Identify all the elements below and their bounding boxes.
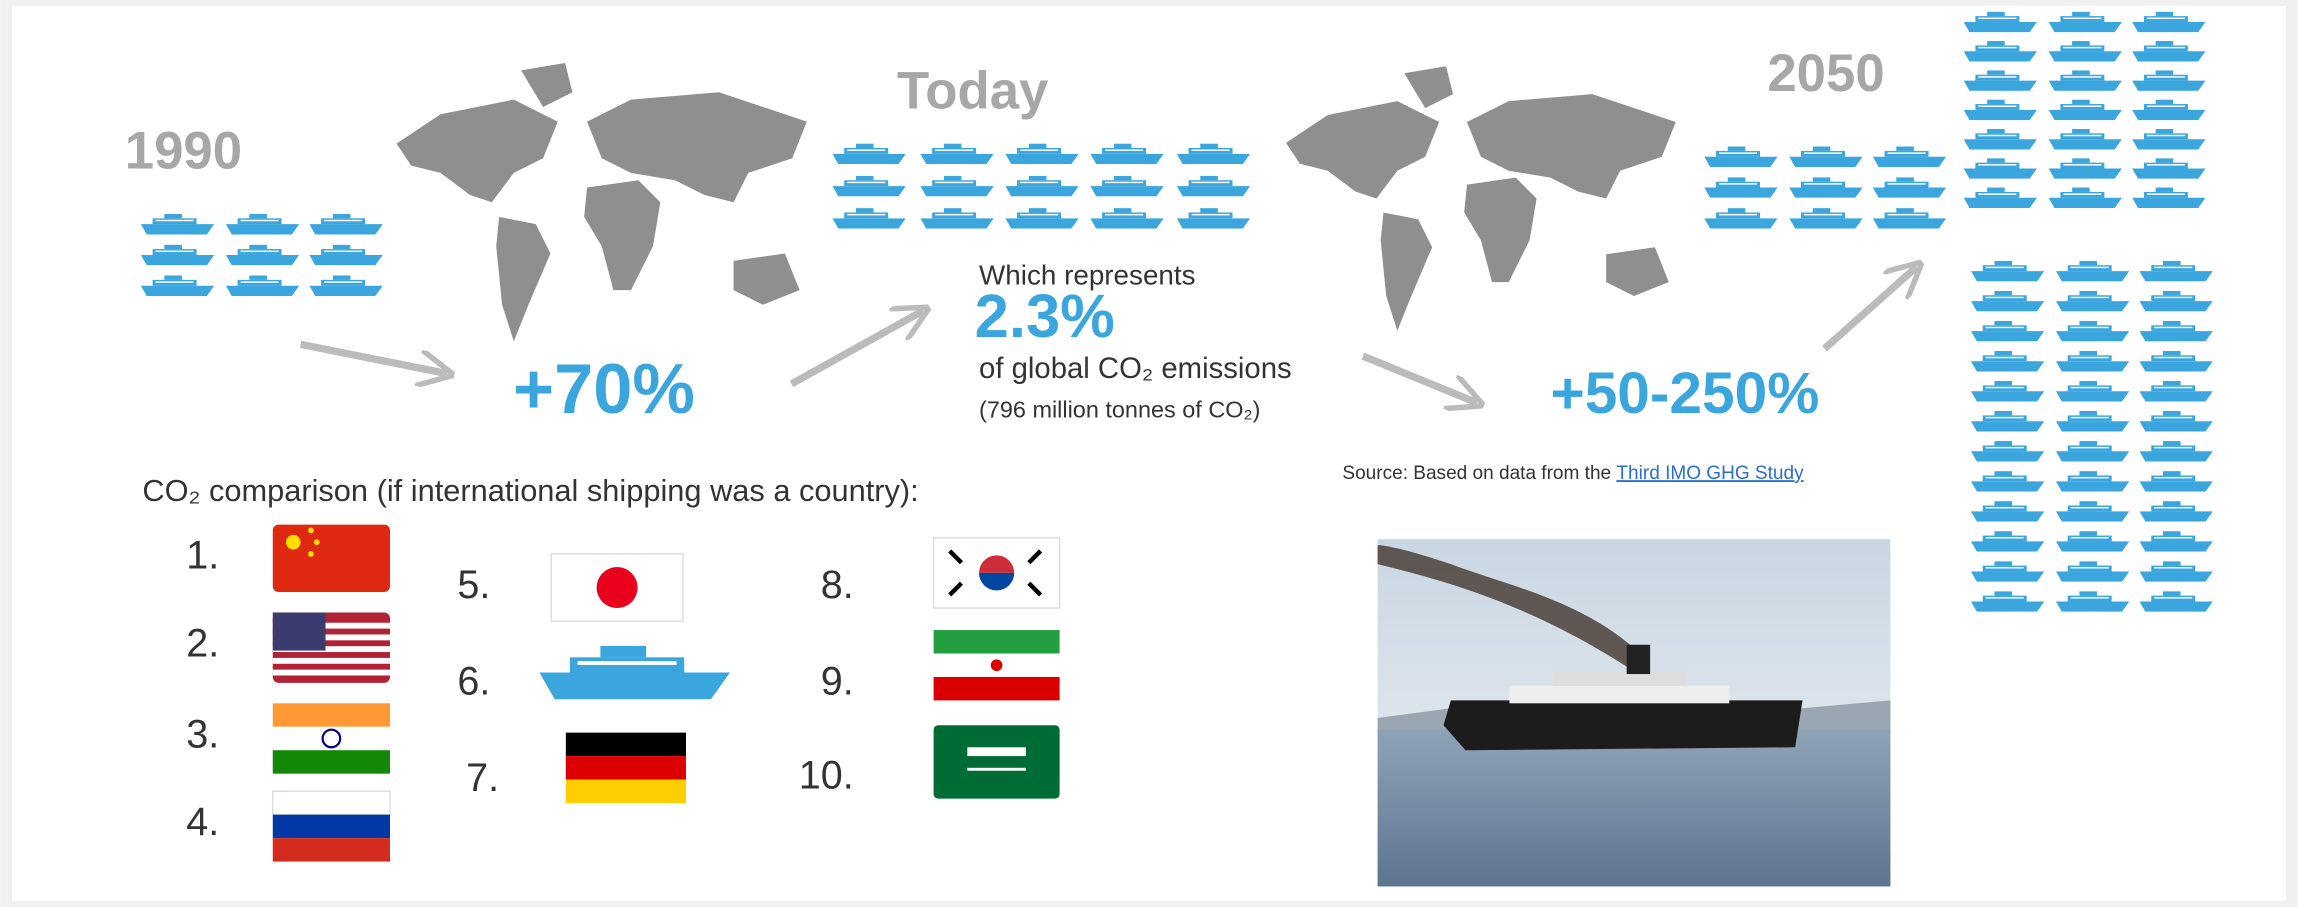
flag-india: [272, 703, 390, 774]
flag-japan: [550, 553, 684, 623]
flag-saudi: [933, 725, 1060, 799]
share-detail: (796 million tonnes of CO₂): [979, 397, 1260, 423]
year-label: 2050: [1767, 44, 1884, 103]
source: Source: Based on data from the Third IMO…: [1342, 463, 1804, 484]
rank: 6.: [457, 660, 490, 704]
rank: 10.: [799, 753, 854, 797]
share-value: 2.3%: [975, 282, 1115, 351]
year-label: 1990: [125, 122, 242, 181]
share-intro: Which represents: [979, 259, 1196, 290]
comparison-title: CO₂ comparison (if international shippin…: [142, 473, 918, 508]
rank: 9.: [821, 660, 854, 704]
flag-usa: [272, 612, 390, 683]
ranks: 1. 2. 3. 4. 5. 6. 7. 8. 9. 10.: [186, 534, 853, 845]
ship-photo: [1377, 539, 1891, 887]
share-text: of global CO₂ emissions: [979, 352, 1292, 385]
flag-iran: [933, 630, 1060, 701]
year-label: Today: [897, 61, 1049, 120]
rank: 2.: [186, 621, 219, 665]
flag-china: [272, 524, 390, 592]
flag-germany: [565, 732, 686, 803]
flag-korea: [932, 537, 1061, 609]
flag-russia: [272, 790, 391, 862]
rank: 1.: [186, 534, 219, 578]
rank: 3.: [186, 712, 219, 756]
growth-label: +50-250%: [1550, 361, 1819, 426]
arrows: [299, 267, 1917, 403]
rank: 4.: [186, 800, 219, 844]
flags: [272, 524, 1061, 862]
rank: 8.: [821, 563, 854, 607]
growth-label: +70%: [513, 349, 695, 428]
rank: 5.: [457, 563, 490, 607]
rank: 7.: [466, 756, 499, 800]
source-link[interactable]: Third IMO GHG Study: [1616, 463, 1804, 484]
source-text: Source: Based on data from the: [1342, 463, 1616, 484]
